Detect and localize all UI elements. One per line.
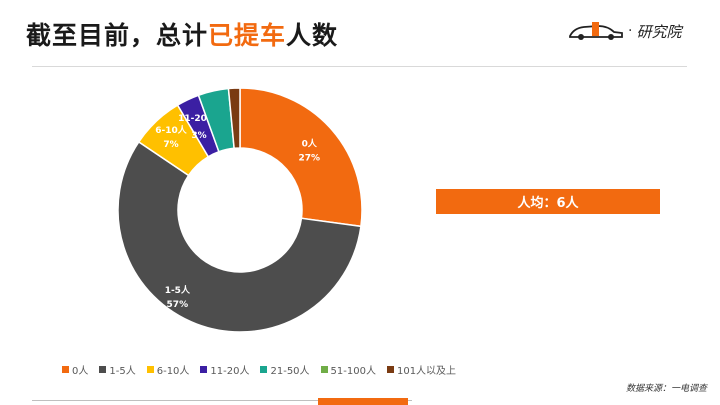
legend-swatch bbox=[62, 366, 69, 373]
legend-swatch bbox=[146, 366, 154, 373]
donut-slice bbox=[117, 140, 362, 333]
page-title: 截至目前，总计已提车人数 bbox=[26, 16, 338, 52]
title-suffix: 人数 bbox=[286, 21, 339, 50]
legend-label: 51-100人 bbox=[330, 366, 376, 377]
donut-slice bbox=[227, 87, 241, 150]
legend-item: 1-5人 bbox=[99, 362, 136, 377]
title-prefix: 截至目前，总计 bbox=[26, 21, 209, 50]
footer-accent-bar bbox=[318, 398, 408, 405]
chart-legend: 0人 1-5人 6-10人 11-20人 21-50人 51-100人 101人以及上 bbox=[62, 362, 456, 377]
footer-line bbox=[32, 400, 412, 401]
title-highlight: 已提车 bbox=[208, 21, 287, 50]
legend-swatch bbox=[99, 366, 107, 373]
donut-slice bbox=[239, 87, 363, 228]
header-divider bbox=[32, 66, 687, 67]
legend-swatch bbox=[386, 366, 394, 373]
car-logo-icon bbox=[569, 22, 623, 40]
legend-label: 6-10人 bbox=[156, 366, 190, 377]
average-summary-box: 人均：6人 bbox=[436, 189, 660, 214]
legend-label: 21-50人 bbox=[270, 366, 310, 377]
legend-label: 1-5人 bbox=[109, 366, 136, 377]
legend-item: 51-100人 bbox=[320, 362, 376, 377]
legend-swatch bbox=[200, 366, 208, 373]
slice-data-label: 1-5人 57% bbox=[165, 284, 191, 310]
legend-item: 11-20人 bbox=[200, 362, 249, 377]
logo-text: 研究院 bbox=[636, 22, 682, 41]
logo-separator: · bbox=[628, 23, 633, 39]
average-label: 人均：6人 bbox=[517, 196, 579, 211]
slice-data-label: 6-10人 7% bbox=[155, 124, 188, 150]
data-source: 数据来源：一电调查 bbox=[626, 384, 708, 394]
legend-label: 101人以及上 bbox=[396, 366, 457, 377]
legend-swatch bbox=[260, 366, 268, 373]
slice-data-label: 0人 27% bbox=[298, 137, 320, 163]
legend-label: 11-20人 bbox=[210, 366, 250, 377]
legend-item: 101人以及上 bbox=[386, 362, 457, 377]
legend-item: 6-10人 bbox=[146, 362, 190, 377]
legend-label: 0人 bbox=[72, 366, 89, 377]
legend-swatch bbox=[320, 366, 328, 373]
legend-item: 21-50人 bbox=[260, 362, 310, 377]
brand-logo: · 研究院 bbox=[568, 18, 681, 44]
legend-item: 0人 bbox=[62, 362, 88, 377]
slice-data-label: 3% bbox=[191, 131, 206, 141]
